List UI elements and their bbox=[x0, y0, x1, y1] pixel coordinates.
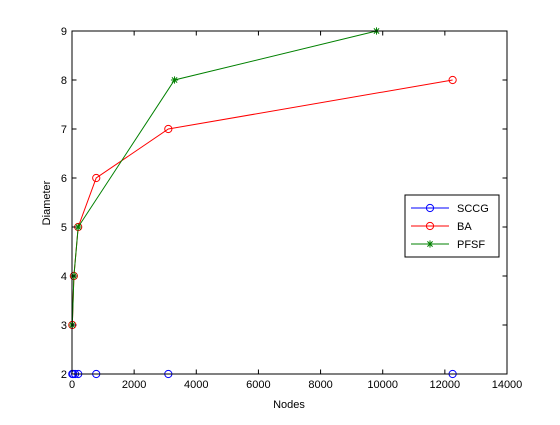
y-tick-label: 3 bbox=[61, 320, 67, 332]
y-tick-label: 4 bbox=[61, 271, 67, 283]
y-tick-label: 6 bbox=[61, 173, 67, 185]
legend-entry-sccg: SCCG bbox=[411, 203, 489, 215]
x-axis-label: Nodes bbox=[273, 399, 305, 411]
y-tick-label: 8 bbox=[61, 75, 67, 87]
ticks: 0 2000 4000 6000 8000 10000 12000 14000 2 3 4 5 6 7 8 9 bbox=[61, 26, 522, 391]
legend: SCCG BA PFSF bbox=[404, 194, 500, 258]
legend-marker-pfsf bbox=[426, 240, 434, 248]
x-tick-label: 10000 bbox=[367, 379, 398, 391]
y-tick-label: 2 bbox=[61, 369, 67, 381]
x-tick-label: 14000 bbox=[492, 379, 523, 391]
legend-entry-ba: BA bbox=[411, 221, 472, 233]
x-tick-label: 8000 bbox=[308, 379, 332, 391]
legend-label-ba: BA bbox=[457, 221, 472, 233]
y-tick-label: 7 bbox=[61, 124, 67, 136]
data-point-ba bbox=[92, 173, 101, 183]
x-tick-label: 0 bbox=[69, 379, 75, 391]
data-point-pfsf bbox=[170, 76, 179, 84]
axes bbox=[71, 30, 508, 375]
legend-marker-sccg bbox=[425, 203, 435, 213]
axes-box bbox=[71, 30, 508, 375]
y-tick-label: 5 bbox=[61, 222, 67, 234]
legend-marker-ba bbox=[425, 221, 435, 231]
legend-entry-pfsf: PFSF bbox=[411, 239, 485, 251]
legend-label-sccg: SCCG bbox=[457, 203, 489, 215]
y-axis-label: Diameter bbox=[41, 180, 53, 225]
y-tick-label: 9 bbox=[61, 26, 67, 38]
legend-label-pfsf: PFSF bbox=[457, 239, 485, 251]
x-tick-label: 2000 bbox=[122, 379, 146, 391]
x-tick-label: 12000 bbox=[430, 379, 461, 391]
x-tick-label: 6000 bbox=[246, 379, 270, 391]
data-point-ba bbox=[164, 124, 173, 134]
data-point-ba bbox=[448, 75, 457, 85]
data-point-pfsf bbox=[74, 223, 82, 231]
x-tick-label: 4000 bbox=[184, 379, 208, 391]
